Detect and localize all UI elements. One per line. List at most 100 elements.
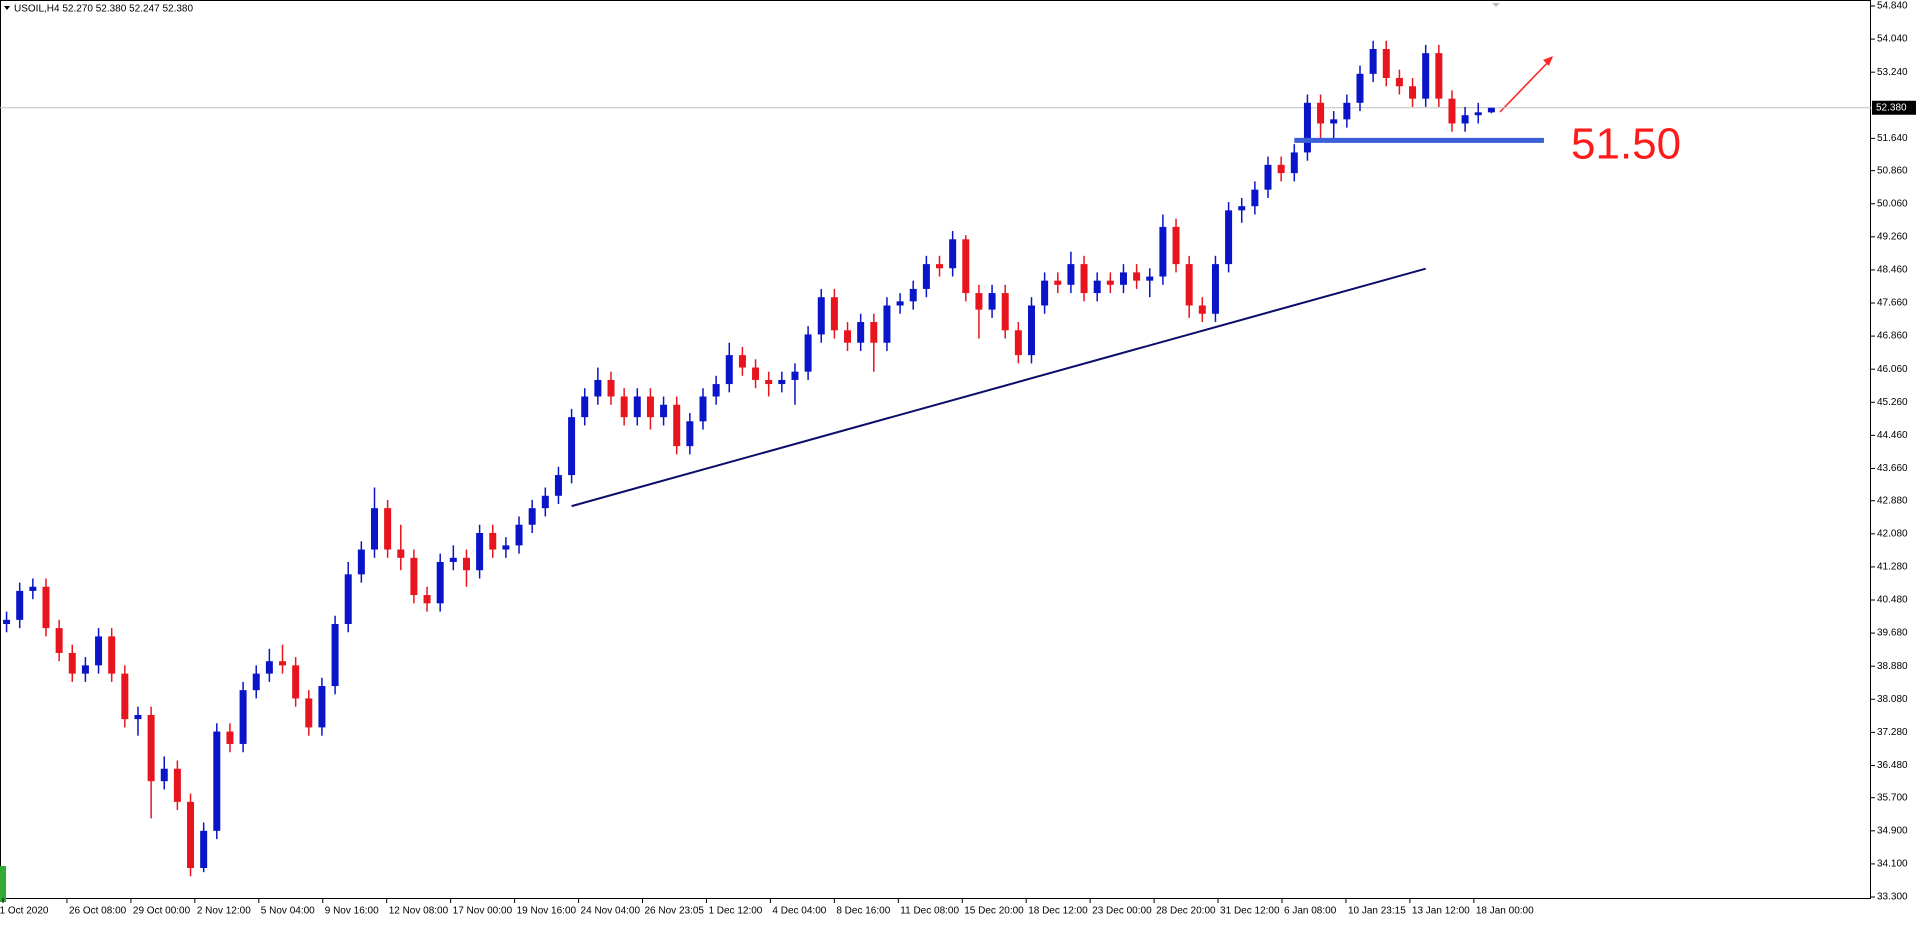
candle-body xyxy=(68,652,76,674)
candle-body xyxy=(1106,280,1114,285)
candle-body xyxy=(1159,226,1167,277)
candle-body xyxy=(108,636,116,674)
candle-body xyxy=(226,731,234,744)
x-tick-label: 4 Dec 04:00 xyxy=(772,906,826,917)
candle-body xyxy=(660,404,668,418)
candle-body xyxy=(568,417,576,476)
candle-body xyxy=(489,532,497,550)
candle-body xyxy=(686,421,694,447)
x-tick-label: 10 Jan 23:15 xyxy=(1348,906,1406,917)
x-tick-label: 26 Oct 08:00 xyxy=(69,906,127,917)
candle-body xyxy=(187,801,195,869)
y-tick-label: 38.880 xyxy=(1877,661,1908,672)
y-tick-label: 54.840 xyxy=(1877,1,1908,12)
x-tick-label: 9 Nov 16:00 xyxy=(325,906,379,917)
candle-body xyxy=(975,293,983,310)
candle-body xyxy=(1474,112,1482,116)
candle-body xyxy=(16,590,24,620)
candle-body xyxy=(436,561,444,604)
chart-header: USOIL,H4 52.270 52.380 52.247 52.380 xyxy=(14,4,193,15)
x-tick-label: 19 Nov 16:00 xyxy=(517,906,577,917)
candle-body xyxy=(1001,293,1009,331)
candle-body xyxy=(160,768,168,782)
candle-body xyxy=(870,322,878,343)
x-tick-label: 15 Dec 20:00 xyxy=(964,906,1024,917)
candle-body xyxy=(265,661,273,674)
candle-body xyxy=(1303,102,1311,153)
candle-body xyxy=(778,379,786,385)
x-tick-label: 5 Nov 04:00 xyxy=(261,906,315,917)
candle-body xyxy=(607,379,615,397)
candle-body xyxy=(1238,206,1246,211)
candle-body xyxy=(147,714,155,782)
candle-body xyxy=(791,371,799,380)
x-tick-label: 18 Jan 00:00 xyxy=(1476,906,1534,917)
candle-body xyxy=(370,508,378,550)
candle-body xyxy=(1251,189,1259,207)
candle-body xyxy=(305,698,313,728)
y-tick-label: 34.900 xyxy=(1877,825,1908,836)
y-tick-label: 33.300 xyxy=(1877,892,1908,903)
y-tick-label: 43.660 xyxy=(1877,463,1908,474)
candle-body xyxy=(844,330,852,343)
y-tick-label: 36.480 xyxy=(1877,760,1908,771)
candle-body xyxy=(42,586,50,629)
candle-body xyxy=(1461,115,1469,124)
candle-body xyxy=(1487,107,1495,113)
candle-body xyxy=(1422,53,1430,99)
candle-body xyxy=(712,384,720,397)
y-tick-label: 35.700 xyxy=(1877,792,1908,803)
candle-body xyxy=(1356,73,1364,103)
candle-body xyxy=(29,586,37,591)
candle-body xyxy=(554,475,562,496)
x-tick-label: 23 Dec 00:00 xyxy=(1092,906,1152,917)
candle-body xyxy=(581,396,589,418)
candle-body xyxy=(1067,264,1075,285)
candle-body xyxy=(1080,264,1088,294)
candle-body xyxy=(344,574,352,624)
candle-body xyxy=(620,396,628,418)
y-tick-label: 41.280 xyxy=(1877,562,1908,573)
candle-body xyxy=(121,673,129,720)
candle-body xyxy=(357,549,365,575)
x-tick-label: 28 Dec 20:00 xyxy=(1156,906,1216,917)
last-price-label: 52.380 xyxy=(1876,102,1907,113)
x-tick-label: 13 Jan 12:00 xyxy=(1412,906,1470,917)
y-tick-label: 54.040 xyxy=(1877,34,1908,45)
candle-body xyxy=(239,690,247,744)
candle-body xyxy=(1211,264,1219,314)
candle-body xyxy=(962,239,970,294)
candle-body xyxy=(1277,164,1285,174)
y-tick-label: 46.060 xyxy=(1877,364,1908,375)
y-tick-label: 48.460 xyxy=(1877,265,1908,276)
candle-body xyxy=(646,396,654,418)
side-tab xyxy=(0,866,6,902)
candle-body xyxy=(1264,164,1272,190)
y-tick-label: 50.860 xyxy=(1877,165,1908,176)
x-tick-label: 8 Dec 16:00 xyxy=(836,906,890,917)
candle-body xyxy=(1027,305,1035,356)
candle-body xyxy=(95,636,103,666)
shift-marker xyxy=(1492,3,1500,7)
candle-body xyxy=(1343,102,1351,120)
plot-frame xyxy=(0,0,1871,899)
y-tick-label: 49.260 xyxy=(1877,231,1908,242)
candle-body xyxy=(1290,152,1298,174)
candle-body xyxy=(1185,264,1193,306)
y-tick-label: 42.880 xyxy=(1877,495,1908,506)
y-tick-label: 34.100 xyxy=(1877,859,1908,870)
candle-body xyxy=(462,557,470,571)
candle-body xyxy=(804,334,812,372)
x-tick-label: 24 Nov 04:00 xyxy=(581,906,641,917)
candle-body xyxy=(830,297,838,331)
candle-body xyxy=(1172,226,1180,265)
candle-body xyxy=(515,524,523,546)
candle-body xyxy=(279,661,287,666)
candle-body xyxy=(1369,49,1377,74)
candle-body xyxy=(252,673,260,691)
x-tick-label: 1 Dec 12:00 xyxy=(708,906,762,917)
candle-body xyxy=(1382,49,1390,78)
candle-body xyxy=(410,557,418,596)
x-tick-label: 31 Dec 12:00 xyxy=(1220,906,1280,917)
